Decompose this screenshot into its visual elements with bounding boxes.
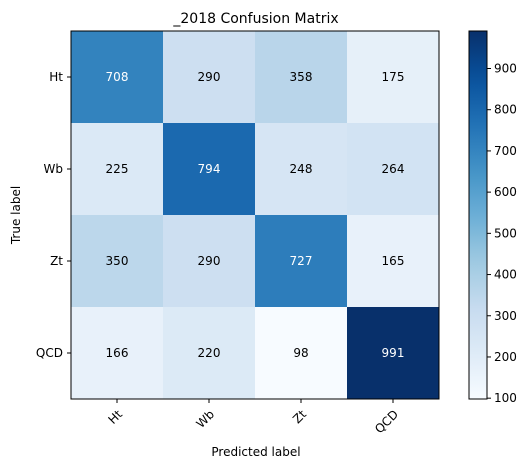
heatmap-cell-labels: 708 290 358 175 225 794 248 264 350 290 727 165 166 2… [106,70,405,360]
heatmap-cell [163,307,256,400]
cell-value-label: 358 [290,70,313,84]
heatmap-cell [347,307,440,400]
x-tick-label: Ht [106,407,126,427]
heatmap-cell [71,123,164,216]
plot-frame [70,30,440,400]
heatmap-cell [163,31,256,124]
cell-value-label: 708 [106,70,129,84]
cell-value-label: 264 [382,162,405,176]
colorbar-tick-label: 700 [494,144,517,158]
heatmap-cell [255,31,348,124]
x-tick-label: QCD [372,407,401,436]
cell-value-label: 248 [290,162,313,176]
x-tick-label: Zt [290,407,309,426]
heatmap-cell [255,123,348,216]
colorbar-tick-label: 100 [494,391,517,405]
cell-value-label: 98 [293,346,308,360]
x-axis-label: Predicted label [211,445,300,459]
y-tick-label: Wb [44,162,63,176]
colorbar-tick-label: 200 [494,350,517,364]
colorbar-tick-label: 500 [494,226,517,240]
cell-value-label: 175 [382,70,405,84]
cell-value-label: 350 [106,254,129,268]
cell-value-label: 727 [290,254,313,268]
heatmap-cell [347,31,440,124]
colorbar-tick-label: 900 [494,62,517,76]
y-tick-label: Zt [50,254,63,268]
cell-value-label: 794 [198,162,221,176]
heatmap-cell [255,215,348,308]
heatmap-cell [163,215,256,308]
colorbar-tick-label: 600 [494,185,517,199]
heatmap-cell [347,123,440,216]
colorbar-tick-label: 400 [494,268,517,282]
x-tick-label: Wb [193,407,217,431]
cell-value-label: 166 [106,346,129,360]
heatmap-cell [71,31,164,124]
cell-value-label: 991 [382,346,405,360]
heatmap-cells [71,31,440,400]
y-axis-label: True label [9,186,23,245]
colorbar [468,30,488,400]
cell-value-label: 225 [106,162,129,176]
cell-value-label: 220 [198,346,221,360]
y-tick-label: QCD [36,346,63,360]
cell-value-label: 290 [198,70,221,84]
heatmap-cell [71,215,164,308]
y-axis-ticks: Ht Wb Zt QCD [36,70,71,360]
cell-value-label: 165 [382,254,405,268]
colorbar-tick-label: 800 [494,103,517,117]
cell-value-label: 290 [198,254,221,268]
x-axis-ticks: Ht Wb Zt QCD [106,399,401,436]
colorbar-tick-label: 300 [494,309,517,323]
heatmap-cell [71,307,164,400]
colorbar-ticks: 100 200 300 400 500 600 700 800 900 [487,62,517,405]
heatmap-cell [347,215,440,308]
chart-title: _2018 Confusion Matrix [172,11,338,27]
heatmap-cell [255,307,348,400]
heatmap-cell [163,123,256,216]
y-tick-label: Ht [49,70,63,84]
